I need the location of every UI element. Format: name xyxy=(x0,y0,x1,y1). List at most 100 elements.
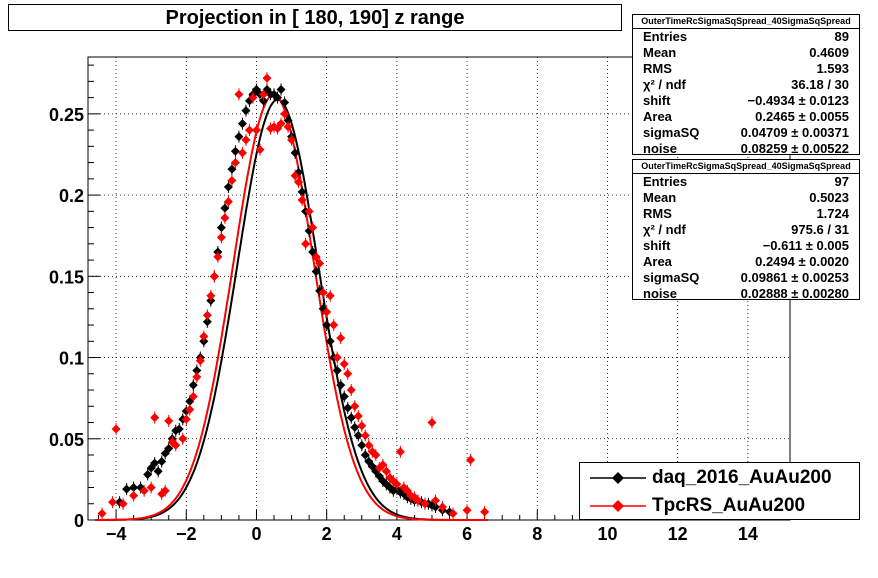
data-point xyxy=(199,331,209,341)
data-point xyxy=(164,416,174,426)
stat-key: shift xyxy=(643,238,671,253)
data-point xyxy=(248,93,258,103)
stat-row-entries: Entries 89 xyxy=(633,29,859,45)
data-point xyxy=(357,421,367,431)
data-point xyxy=(262,73,272,83)
stat-row-area: Area 0.2465 ± 0.0055 xyxy=(633,109,859,125)
data-point xyxy=(350,401,360,411)
data-point xyxy=(111,424,121,434)
data-point xyxy=(480,507,490,517)
stat-row-entries: Entries 97 xyxy=(633,174,859,190)
data-point xyxy=(283,122,293,132)
data-point xyxy=(223,197,233,207)
stat-row-mean: Mean 0.4609 xyxy=(633,45,859,61)
data-point xyxy=(118,499,128,509)
data-point xyxy=(448,509,458,519)
data-point xyxy=(223,182,233,192)
data-point xyxy=(122,484,132,494)
data-point xyxy=(220,203,230,213)
data-point xyxy=(283,115,293,125)
legend-entry-daq: daq_2016_AuAu200 xyxy=(580,464,859,492)
stat-row-noise: noise 0.02888 ± 0.00280 xyxy=(633,286,859,302)
data-point xyxy=(174,424,184,434)
data-point xyxy=(202,317,212,327)
data-point xyxy=(273,93,283,103)
data-point xyxy=(343,369,353,379)
data-point xyxy=(301,239,311,249)
data-point xyxy=(294,177,304,187)
stat-row-shift: shift −0.4934 ± 0.0123 xyxy=(633,93,859,109)
x-tick-label: 10 xyxy=(597,524,617,544)
legend-marker-red-diamond-icon xyxy=(590,500,646,512)
stat-row-mean: Mean 0.5023 xyxy=(633,190,859,206)
data-point xyxy=(97,509,107,519)
data-point xyxy=(332,366,342,376)
data-point xyxy=(360,431,370,441)
data-point xyxy=(430,502,440,512)
data-point xyxy=(346,413,356,423)
data-point xyxy=(129,491,139,501)
data-point xyxy=(311,266,321,276)
data-point xyxy=(430,496,440,506)
data-point xyxy=(318,288,328,298)
stat-value: 0.08259 ± 0.00522 xyxy=(740,141,849,156)
x-tick-label: 8 xyxy=(532,524,542,544)
stat-row-sigmasq: sigmaSQ 0.04709 ± 0.00371 xyxy=(633,125,859,141)
stat-value: 975.6 / 31 xyxy=(791,222,849,237)
data-point xyxy=(308,223,318,233)
data-point xyxy=(259,96,268,106)
y-tick-label: 0.15 xyxy=(49,267,84,287)
stat-key: Mean xyxy=(643,45,677,60)
data-point xyxy=(150,458,160,468)
stat-key: Entries xyxy=(643,29,688,44)
data-point xyxy=(237,148,247,158)
legend-label: TpcRS_AuAu200 xyxy=(652,495,806,516)
data-point xyxy=(381,466,391,476)
stat-row-chi2: χ² / ndf 36.18 / 30 xyxy=(633,77,859,93)
data-point xyxy=(290,148,300,158)
stat-value: 0.4609 xyxy=(809,45,849,60)
x-tick-label: 14 xyxy=(738,524,758,544)
data-point xyxy=(276,84,286,94)
data-point xyxy=(227,164,237,174)
data-point xyxy=(332,353,342,363)
data-point xyxy=(378,460,388,470)
stat-value: 97 xyxy=(834,174,849,189)
data-point xyxy=(206,291,216,301)
stats-box-daq: OuterTimeRcSigmaSqSpread_40SigmaSqSpread… xyxy=(632,14,860,156)
data-point xyxy=(241,135,251,145)
stat-key: RMS xyxy=(643,206,672,221)
data-point xyxy=(160,486,170,496)
data-point xyxy=(413,496,423,506)
data-point xyxy=(202,310,212,320)
data-point xyxy=(244,125,254,135)
stat-value: 1.724 xyxy=(816,206,849,221)
data-point xyxy=(466,455,476,465)
data-point xyxy=(280,109,290,119)
data-point xyxy=(216,223,226,233)
data-point xyxy=(353,431,363,441)
y-tick-label: 0 xyxy=(74,511,84,531)
data-point xyxy=(357,440,367,450)
data-point xyxy=(315,258,325,268)
data-point xyxy=(157,457,167,467)
stat-key: Entries xyxy=(643,174,688,189)
data-point xyxy=(143,470,153,480)
stat-key: sigmaSQ xyxy=(643,125,700,140)
data-point xyxy=(325,291,335,301)
stat-row-rms: RMS 1.724 xyxy=(633,206,859,222)
data-point xyxy=(150,413,160,423)
data-point xyxy=(346,385,356,395)
x-tick-label: 6 xyxy=(462,524,472,544)
data-point xyxy=(171,440,181,450)
data-point xyxy=(336,333,346,343)
stat-key: Area xyxy=(643,254,672,269)
data-point xyxy=(395,447,405,457)
data-point xyxy=(129,483,139,493)
data-point xyxy=(139,486,149,496)
data-point xyxy=(311,252,321,262)
data-point xyxy=(213,252,223,262)
x-tick-label: 0 xyxy=(251,524,261,544)
legend-label: daq_2016_AuAu200 xyxy=(652,467,832,488)
stat-row-rms: RMS 1.593 xyxy=(633,61,859,77)
